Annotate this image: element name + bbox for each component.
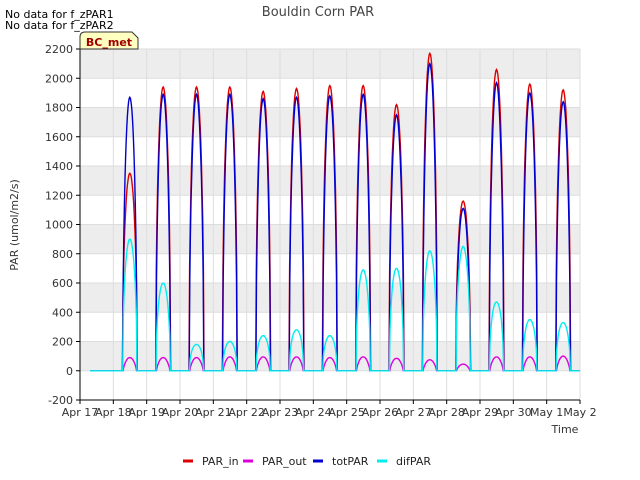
- y-tick-label: 2000: [45, 72, 73, 85]
- x-tick-label: Apr 21: [195, 406, 232, 419]
- y-tick-label: 1600: [45, 131, 73, 144]
- site-label: BC_met: [86, 36, 132, 49]
- x-tick-label: Apr 25: [328, 406, 365, 419]
- y-tick-label: 1000: [45, 219, 73, 232]
- y-tick-label: 1200: [45, 189, 73, 202]
- no-data-note-1: No data for f_zPAR1: [5, 8, 114, 21]
- site-label-box: BC_met: [79, 31, 139, 50]
- x-tick-label: May 2: [563, 406, 596, 419]
- x-axis-title: Time: [551, 423, 579, 436]
- x-tick-label: Apr 20: [162, 406, 199, 419]
- x-tick-label: May 1: [530, 406, 563, 419]
- legend-label: difPAR: [396, 455, 431, 468]
- grid-band: [80, 49, 580, 79]
- x-tick-label: Apr 19: [128, 406, 165, 419]
- legend-label: PAR_in: [202, 455, 239, 468]
- y-tick-label: 0: [66, 365, 73, 378]
- grid-band: [80, 283, 580, 313]
- x-tick-label: Apr 29: [462, 406, 499, 419]
- grid-band: [80, 224, 580, 254]
- y-tick-label: 1800: [45, 102, 73, 115]
- y-tick-label: -200: [48, 394, 73, 407]
- x-tick-label: Apr 24: [295, 406, 332, 419]
- legend: PAR_in PAR_out totPAR difPAR: [183, 455, 431, 468]
- y-axis-title: PAR (umol/m2/s): [8, 179, 21, 271]
- x-tick-label: Apr 26: [362, 406, 399, 419]
- legend-label: totPAR: [332, 455, 369, 468]
- x-tick-label: Apr 30: [495, 406, 532, 419]
- y-tick-label: 1400: [45, 160, 73, 173]
- x-tick-label: Apr 17: [62, 406, 99, 419]
- x-tick-label: Apr 28: [428, 406, 465, 419]
- grid-band: [80, 166, 580, 196]
- y-tick-label: 400: [52, 306, 73, 319]
- x-tick-label: Apr 27: [395, 406, 432, 419]
- series-line-difpar: [90, 238, 580, 372]
- no-data-note-2: No data for f_zPAR2: [5, 19, 114, 32]
- grid-band: [80, 107, 580, 137]
- chart-title: Bouldin Corn PAR: [262, 5, 374, 20]
- y-tick-label: 200: [52, 336, 73, 349]
- legend-label: PAR_out: [262, 455, 307, 468]
- y-tick-label: 800: [52, 248, 73, 261]
- x-tick-label: Apr 22: [228, 406, 265, 419]
- y-tick-label: 2200: [45, 43, 73, 56]
- grid-band: [80, 341, 580, 371]
- x-tick-label: Apr 23: [262, 406, 299, 419]
- x-tick-label: Apr 18: [95, 406, 132, 419]
- y-tick-label: 600: [52, 277, 73, 290]
